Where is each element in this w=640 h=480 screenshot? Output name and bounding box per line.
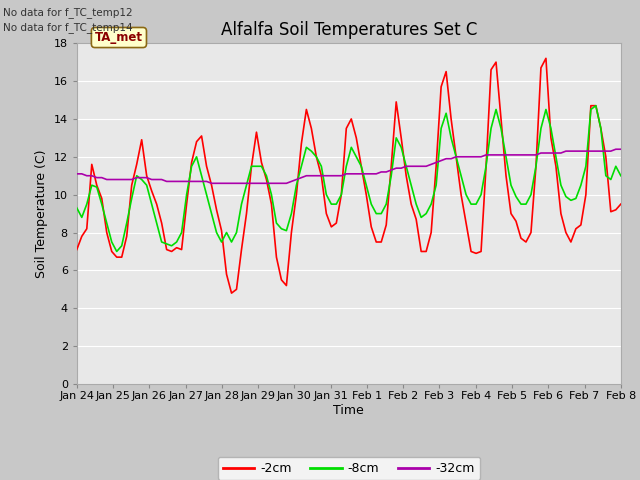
Y-axis label: Soil Temperature (C): Soil Temperature (C) — [35, 149, 48, 278]
Title: Alfalfa Soil Temperatures Set C: Alfalfa Soil Temperatures Set C — [221, 21, 477, 39]
Text: TA_met: TA_met — [95, 31, 143, 44]
Legend: -2cm, -8cm, -32cm: -2cm, -8cm, -32cm — [218, 457, 480, 480]
X-axis label: Time: Time — [333, 404, 364, 417]
Text: No data for f_TC_temp14: No data for f_TC_temp14 — [3, 22, 133, 33]
Text: No data for f_TC_temp12: No data for f_TC_temp12 — [3, 7, 133, 18]
